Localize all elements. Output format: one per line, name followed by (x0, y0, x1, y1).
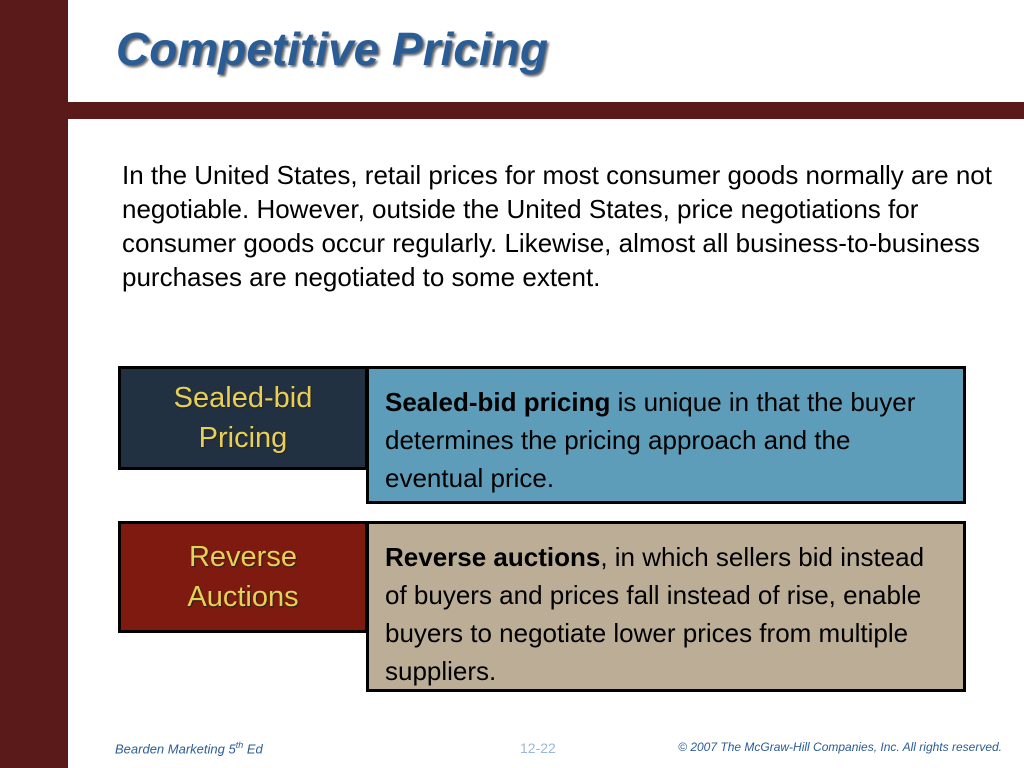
intro-paragraph: In the United States, retail prices for … (122, 160, 992, 292)
reverse-auctions-description-box: Reverse auctions, in which sellers bid i… (366, 521, 966, 692)
reverse-auctions-label-box: Reverse Auctions (118, 521, 368, 633)
sealed-bid-label-box: Sealed-bid Pricing (118, 366, 368, 470)
left-frame-bar (0, 0, 68, 768)
sealed-bid-label-line1: Sealed-bid (173, 382, 313, 414)
sealed-bid-label-line2: Pricing (198, 422, 288, 454)
footer-page-number: 12-22 (520, 740, 556, 756)
sealed-bid-term: Sealed-bid pricing (385, 387, 611, 417)
title-divider-bar (68, 102, 1024, 119)
footer-book-suffix: Ed (243, 741, 263, 757)
footer-copyright: © 2007 The McGraw-Hill Companies, Inc. A… (678, 740, 1002, 754)
sealed-bid-description-box: Sealed-bid pricing is unique in that the… (366, 366, 966, 504)
sealed-bid-label: Sealed-bid Pricing (174, 378, 313, 458)
slide-title: Competitive Pricing (116, 23, 548, 75)
footer-book-sup: th (235, 740, 244, 750)
reverse-auctions-label-line1: Reverse (188, 541, 297, 573)
reverse-auctions-label-line2: Auctions (187, 581, 299, 613)
sealed-bid-text: is unique in that the buyer determines t… (385, 387, 916, 493)
reverse-auctions-text: , in which sellers bid instead of buyers… (385, 542, 925, 686)
footer-book-prefix: Bearden Marketing 5 (115, 741, 236, 757)
footer-book-title: Bearden Marketing 5th Ed (115, 740, 263, 756)
reverse-auctions-term: Reverse auctions (385, 542, 601, 572)
reverse-auctions-label: Reverse Auctions (187, 537, 298, 617)
